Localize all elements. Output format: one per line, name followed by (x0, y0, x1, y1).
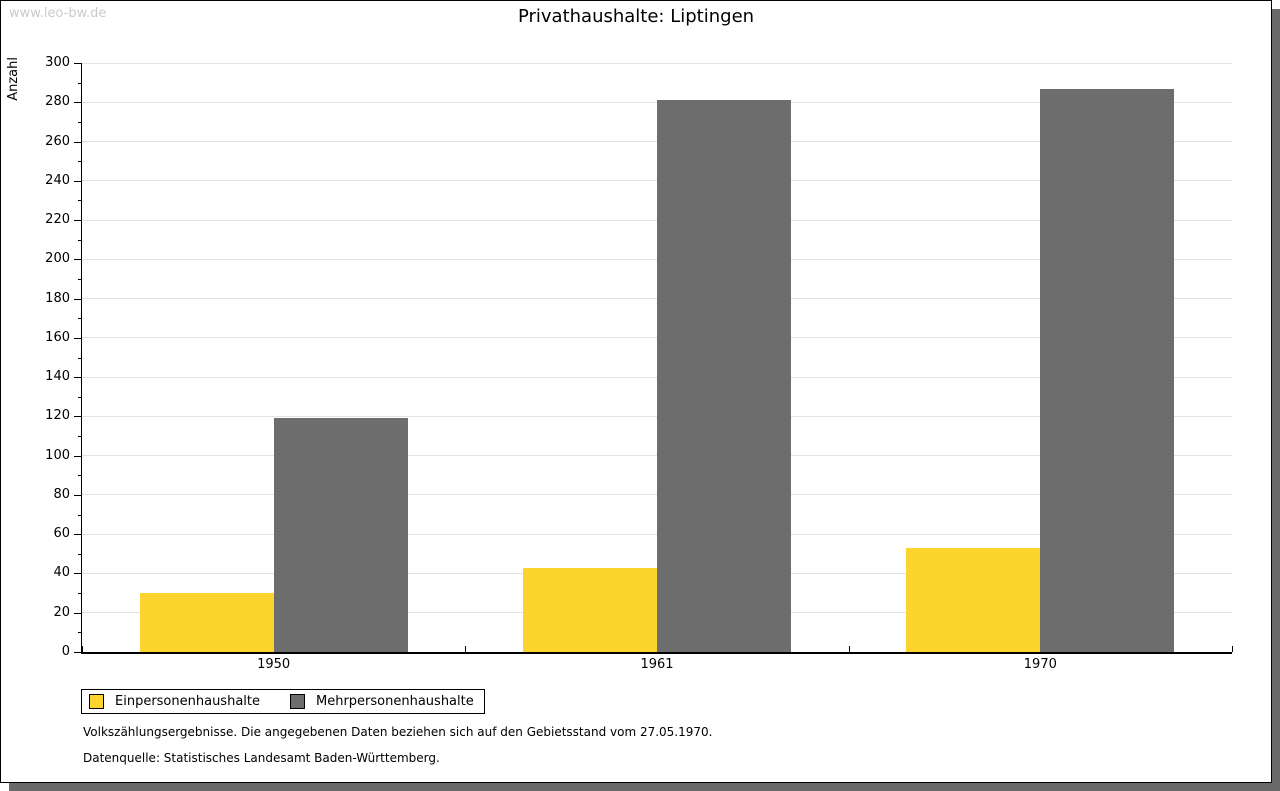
y-tick-label: 300 (45, 55, 70, 70)
y-tick-label: 280 (45, 94, 70, 110)
y-tick-label: 200 (45, 251, 70, 267)
bar-mehrpersonenhaushalte-1970 (1040, 88, 1175, 652)
x-category-label: 1961 (640, 657, 674, 672)
x-axis-line (81, 652, 1232, 654)
legend-item-mehrpersonenhaushalte: Mehrpersonenhaushalte (290, 694, 474, 709)
legend: Einpersonenhaushalte Mehrpersonenhaushal… (81, 689, 485, 714)
y-tick (74, 337, 82, 339)
y-tick (74, 377, 82, 379)
y-tick (74, 416, 82, 418)
y-minor-tick (78, 278, 82, 280)
y-tick-label: 80 (53, 486, 70, 502)
x-category-label: 1970 (1023, 657, 1057, 672)
y-tick (74, 298, 82, 300)
y-minor-tick (78, 161, 82, 163)
y-tick (74, 141, 82, 143)
y-tick (74, 573, 82, 575)
y-tick (74, 652, 82, 653)
y-minor-tick (78, 475, 82, 477)
y-minor-tick (78, 632, 82, 634)
x-tick (1232, 646, 1233, 652)
y-tick-label: 180 (45, 290, 70, 306)
y-tick-label: 100 (45, 447, 70, 463)
y-tick-label: 140 (45, 369, 70, 385)
y-tick-label: 120 (45, 408, 70, 424)
y-tick (74, 259, 82, 261)
y-tick-label: 240 (45, 172, 70, 188)
y-minor-tick (78, 514, 82, 516)
y-tick-label: 0 (61, 644, 70, 659)
y-tick (74, 455, 82, 457)
y-tick-label: 60 (53, 526, 70, 542)
y-tick (74, 180, 82, 182)
y-tick (74, 612, 82, 614)
y-minor-tick (78, 436, 82, 438)
footnote-source-note: Volkszählungsergebnisse. Die angegebenen… (83, 725, 713, 739)
y-minor-tick (78, 121, 82, 123)
y-minor-tick (78, 318, 82, 320)
legend-swatch-mehrpersonenhaushalte (290, 694, 305, 709)
bar-mehrpersonenhaushalte-1961 (657, 100, 792, 652)
bar-einpersonenhaushalte-1961 (522, 567, 657, 652)
x-tick (82, 646, 83, 652)
y-tick-label: 220 (45, 212, 70, 228)
plot-area: 0 20 40 60 80 100 120 140 160 180 200 220 240 260 280 3… (1, 1, 1271, 782)
x-category-label: 1950 (257, 657, 291, 672)
y-minor-tick (78, 396, 82, 398)
x-tick (848, 646, 850, 652)
y-minor-tick (78, 553, 82, 555)
bar-einpersonenhaushalte-1970 (906, 547, 1041, 652)
y-minor-tick (78, 200, 82, 202)
bar-mehrpersonenhaushalte-1950 (273, 418, 408, 652)
y-tick-label: 40 (53, 565, 70, 581)
chart-title: Privathaushalte: Liptingen (517, 6, 755, 27)
x-tick (465, 646, 467, 652)
legend-swatch-einpersonenhaushalte (89, 694, 104, 709)
gridline (82, 62, 1232, 64)
y-axis-line (81, 63, 82, 652)
bar-einpersonenhaushalte-1950 (139, 593, 274, 652)
y-tick (74, 220, 82, 222)
y-tick (74, 494, 82, 496)
y-minor-tick (78, 239, 82, 241)
footnote-data-source: Datenquelle: Statistisches Landesamt Bad… (83, 751, 440, 765)
y-minor-tick (78, 357, 82, 359)
y-minor-tick (78, 82, 82, 84)
legend-label-mehrpersonenhaushalte: Mehrpersonenhaushalte (316, 694, 474, 709)
y-tick-label: 160 (45, 329, 70, 345)
legend-item-einpersonenhaushalte: Einpersonenhaushalte (89, 694, 260, 709)
legend-label-einpersonenhaushalte: Einpersonenhaushalte (115, 694, 260, 709)
y-tick (74, 102, 82, 104)
y-tick (74, 63, 82, 64)
y-tick-label: 20 (53, 604, 70, 620)
y-minor-tick (78, 593, 82, 595)
y-tick (74, 534, 82, 536)
watermark: www.leo-bw.de (9, 6, 107, 21)
y-tick-label: 260 (45, 133, 70, 149)
